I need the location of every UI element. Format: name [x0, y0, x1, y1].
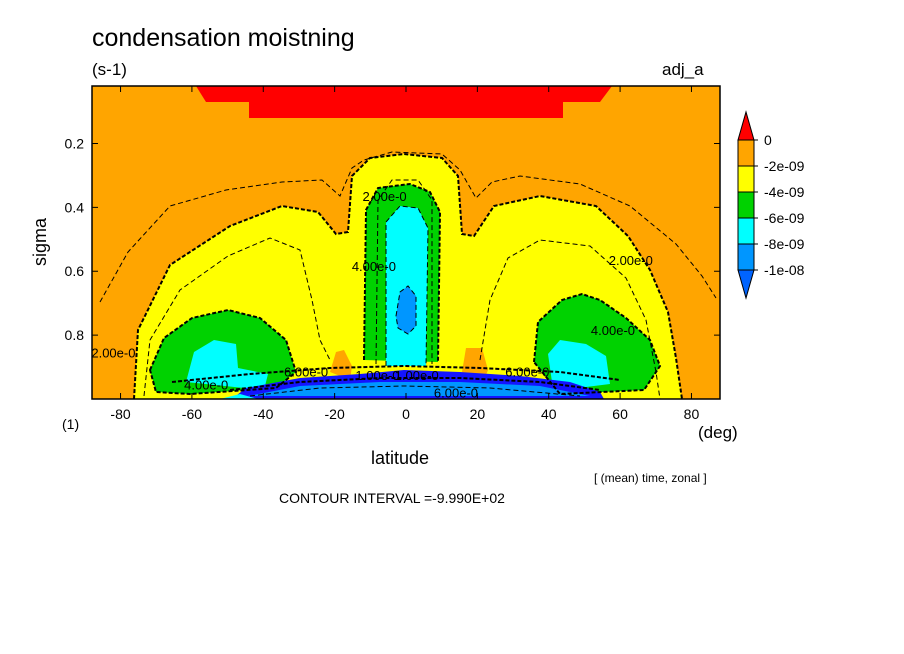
y-tick-label: 0.4: [65, 199, 85, 215]
run-label: adj_a: [662, 60, 704, 79]
colorbar-label: 0: [764, 132, 772, 148]
fill-blue-center-cell: [396, 286, 416, 334]
colorbar-label: -2e-09: [764, 158, 805, 174]
colorbar-label: -1e-08: [764, 262, 805, 278]
colorbar-top-arrow: [737, 110, 755, 141]
contour-line-yellow-edge: [133, 152, 683, 399]
x-tick-label: -80: [110, 406, 130, 422]
averaging-note: [ (mean) time, zonal ]: [594, 471, 707, 485]
contour-label: 1.00e-0: [395, 368, 439, 383]
colorbar-segment: [737, 139, 755, 167]
colorbar-label: -6e-09: [764, 210, 805, 226]
contour-fill-field: [92, 86, 720, 399]
colorbar-label: -4e-09: [764, 184, 805, 200]
x-tick-label: 20: [470, 406, 486, 422]
contour-line-outer: [99, 151, 717, 303]
x-tick-label: -40: [253, 406, 273, 422]
y-axis-label: sigma: [30, 217, 50, 266]
y-tick-label: 0.6: [65, 263, 85, 279]
colorbar-segment: [737, 243, 755, 271]
contour-label: 4.00e-0: [184, 377, 228, 392]
fill-cyan-surface-sliver: [220, 394, 258, 399]
contour-line-inner-yellow: [143, 237, 331, 397]
x-tick-label: 60: [612, 406, 628, 422]
contour-lines: [99, 151, 717, 399]
y-tick-label: 0.2: [65, 135, 85, 151]
contour-label: 2.00e-0: [609, 253, 653, 268]
x-tick-label: -60: [182, 406, 202, 422]
contour-line-base-3: [249, 385, 581, 397]
contour-label: 6.00e-0: [284, 365, 328, 380]
fill-red-cap: [196, 86, 612, 118]
contour-line-green-center: [363, 182, 442, 363]
x-tick-label: 80: [684, 406, 700, 422]
contour-labels: 2.00e-0 2.00e-0 4.00e-0 2.00e-0 4.00e-0 4.00e…: [91, 189, 652, 400]
fill-blue-near-surface: [248, 382, 590, 396]
contour-label: 6.00e-0: [434, 385, 478, 400]
x-axis-ticks: -80 -60 -40 -20 0 20 40 60 80: [110, 86, 699, 422]
contour-label: 4.00e-0: [591, 323, 635, 338]
contour-label: 6.00e-0: [505, 365, 549, 380]
contour-line-inner-yellow-right: [479, 239, 661, 399]
contour-label: 2.00e-0: [91, 345, 135, 360]
contour-line-blue-cell: [395, 285, 417, 335]
colorbar-bottom-arrow: [737, 269, 755, 300]
fill-cyan-left: [186, 340, 268, 390]
y-axis-ticks: 0.2 0.4 0.6 0.8: [65, 135, 720, 343]
y-tick-label: 0.8: [65, 327, 85, 343]
contour-label: 1.00e-0: [355, 368, 399, 383]
x-unit-label: (deg): [698, 423, 738, 442]
colorbar-segment: [737, 217, 755, 245]
colorbar: 0 -2e-09 -4e-09 -6e-09 -8e-09 -1e-08: [737, 110, 805, 300]
contour-label: 4.00e-0: [352, 259, 396, 274]
units-label: (s-1): [92, 60, 127, 79]
contour-label: 2.00e-0: [363, 189, 407, 204]
x-tick-label: 0: [402, 406, 410, 422]
contour-line-green-left: [148, 308, 298, 396]
contour-line-center-inner: [375, 179, 433, 365]
x-axis-label: latitude: [371, 448, 429, 468]
x-tick-label: -20: [325, 406, 345, 422]
contour-line-base-1: [171, 364, 621, 383]
contour-line-cyan-center: [385, 205, 429, 367]
colorbar-segment: [737, 191, 755, 219]
chart-title: condensation moistning: [92, 24, 355, 52]
colorbar-segment: [737, 165, 755, 193]
fill-orange-bump-right: [462, 348, 488, 380]
fill-cyan-center: [386, 206, 428, 366]
x-tick-label: 40: [541, 406, 557, 422]
page-marker: (1): [62, 416, 79, 432]
contour-interval-text: CONTOUR INTERVAL =-9.990E+02: [279, 490, 505, 506]
colorbar-label: -8e-09: [764, 236, 805, 252]
contour-line-base-2: [229, 377, 601, 391]
contour-line-green-right: [532, 292, 662, 396]
fill-orange-bump-left: [330, 350, 352, 380]
